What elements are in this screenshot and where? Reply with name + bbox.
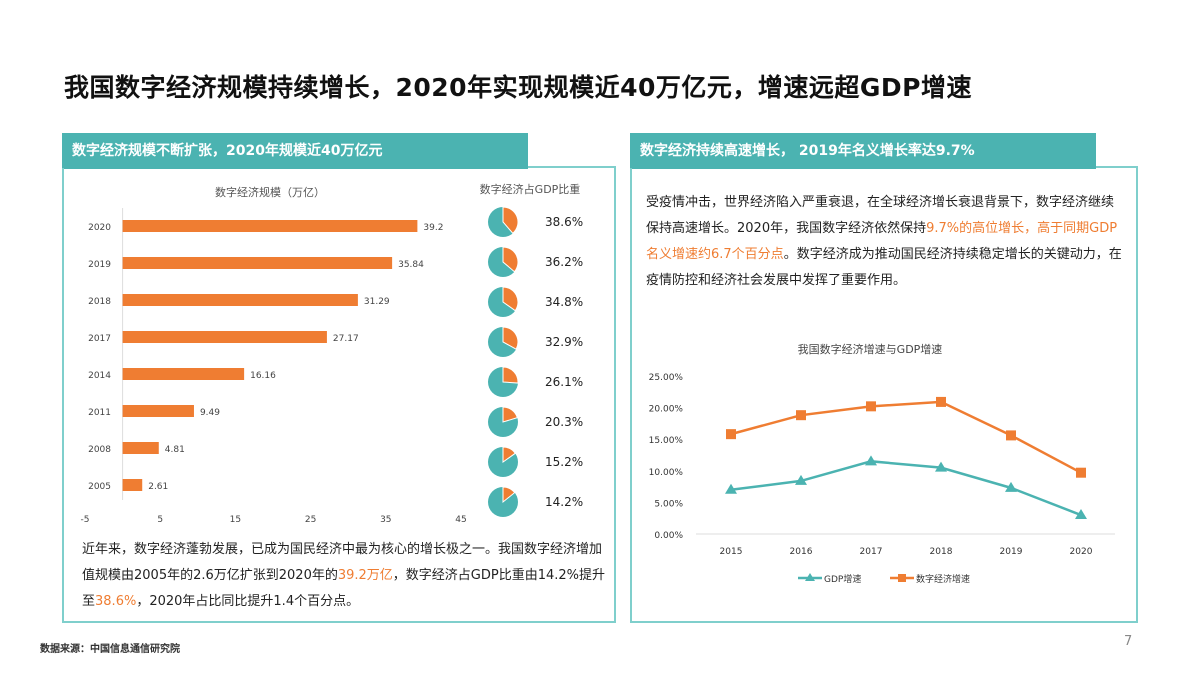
- bar: [122, 442, 159, 454]
- x-tick-label: 2018: [930, 547, 953, 557]
- pie-label: 36.2%: [545, 255, 583, 269]
- bar-value-label: 35.84: [398, 260, 424, 270]
- bar-value-label: 4.81: [165, 445, 185, 455]
- y-tick-label: 0.00%: [654, 531, 683, 541]
- data-point: [726, 429, 736, 440]
- data-point: [795, 474, 807, 485]
- pie-slice-share: [502, 406, 518, 423]
- bar: [122, 479, 143, 491]
- x-tick-label: -5: [81, 515, 90, 525]
- pie-slice-share: [502, 286, 519, 312]
- pie-label: 20.3%: [545, 415, 583, 429]
- x-tick-label: 2016: [790, 547, 813, 557]
- data-point: [866, 401, 876, 412]
- pie-slice-share: [502, 326, 519, 350]
- bar-value-label: 39.2: [423, 223, 443, 233]
- data-point: [936, 396, 946, 407]
- bar-value-label: 2.61: [148, 482, 168, 492]
- right-card-header: 数字经济持续高速增长， 2019年名义增长率达9.7%: [630, 133, 1096, 169]
- page-title: 我国数字经济规模持续增长，2020年实现规模近40万亿元，增速远超GDP增速: [64, 73, 972, 102]
- bar-value-label: 27.17: [333, 334, 359, 344]
- y-tick-label: 20.00%: [649, 405, 684, 415]
- y-tick-label: 10.00%: [649, 468, 684, 478]
- x-tick-label: 2015: [720, 547, 743, 557]
- series-line: [730, 400, 1082, 474]
- pie-label: 26.1%: [545, 375, 583, 389]
- left-card: [62, 168, 616, 623]
- pie-chart-title: 数字经济占GDP比重: [480, 182, 581, 196]
- pie-slice-share: [502, 486, 516, 504]
- x-tick-label: 45: [455, 515, 466, 525]
- y-tick-label: 15.00%: [649, 436, 684, 446]
- data-point: [1005, 481, 1017, 492]
- pie-slice-share: [502, 366, 519, 384]
- bar-value-label: 9.49: [200, 408, 220, 418]
- bar-value-label: 16.16: [250, 371, 276, 381]
- x-tick-label: 25: [305, 515, 316, 525]
- page-number: 7: [1124, 634, 1133, 649]
- bar: [122, 220, 418, 232]
- source-note: 数据来源：中国信息通信研究院: [40, 644, 180, 655]
- y-tick-label: 2017: [88, 334, 111, 344]
- bar: [122, 368, 245, 380]
- data-point: [865, 455, 877, 466]
- series-line: [730, 460, 1082, 517]
- pie-slice-share: [502, 206, 519, 235]
- bar-chart: 数字经济规模（万亿） -5 5 15 25 35 45 2020 39.2 2019 35.84 20…: [81, 182, 584, 525]
- legend-label: 数字经济增速: [916, 573, 970, 585]
- pie-slice-share: [502, 246, 519, 273]
- pie-label: 32.9%: [545, 335, 583, 349]
- left-card-header: 数字经济规模不断扩张，2020年规模近40万亿元: [62, 133, 528, 169]
- x-tick-label: 15: [230, 515, 241, 525]
- y-tick-label: 5.00%: [654, 499, 683, 509]
- pie-label: 15.2%: [545, 455, 583, 469]
- pie-label: 14.2%: [545, 495, 583, 509]
- y-tick-label: 2011: [88, 408, 111, 418]
- legend-marker: [898, 574, 906, 582]
- x-tick-label: 5: [157, 515, 163, 525]
- x-tick-label: 2020: [1070, 547, 1093, 557]
- line-chart-title: 我国数字经济增速与GDP增速: [798, 342, 943, 356]
- pie-label: 38.6%: [545, 215, 583, 229]
- bar-chart-title: 数字经济规模（万亿）: [215, 185, 325, 199]
- pie-label: 34.8%: [545, 295, 583, 309]
- right-card: [630, 168, 1138, 623]
- y-tick-label: 2018: [88, 297, 111, 307]
- y-tick-label: 25.00%: [649, 373, 684, 383]
- line-chart: 我国数字经济增速与GDP增速 0.00% 5.00% 10.00% 15.00% 20.0…: [649, 342, 1115, 585]
- bar: [122, 294, 358, 306]
- legend-marker: [805, 573, 815, 581]
- x-tick-label: 35: [380, 515, 391, 525]
- legend-label: GDP增速: [824, 573, 861, 585]
- bar: [122, 257, 393, 269]
- left-paragraph: 近年来，数字经济蓬勃发展，已成为国民经济中最为核心的增长极之一。我国数字经济增加…: [82, 542, 606, 609]
- y-tick-label: 2020: [88, 223, 111, 233]
- x-tick-label: 2017: [860, 547, 883, 557]
- bar-value-label: 31.29: [364, 297, 390, 307]
- right-paragraph: 受疫情冲击，世界经济陷入严重衰退，在全球经济增长衰退背景下，数字经济继续保持高速…: [646, 195, 1122, 288]
- data-point: [1075, 509, 1087, 520]
- data-point: [796, 410, 806, 421]
- data-point: [725, 483, 737, 494]
- y-tick-label: 2005: [88, 482, 111, 492]
- data-point: [935, 461, 947, 472]
- data-point: [1076, 467, 1086, 478]
- pie-slice-share: [502, 446, 516, 463]
- y-tick-label: 2019: [88, 260, 111, 270]
- bar: [122, 331, 327, 343]
- data-point: [1006, 430, 1016, 441]
- y-tick-label: 2014: [88, 371, 111, 381]
- x-tick-label: 2019: [1000, 547, 1023, 557]
- bar: [122, 405, 194, 417]
- y-tick-label: 2008: [88, 445, 111, 455]
